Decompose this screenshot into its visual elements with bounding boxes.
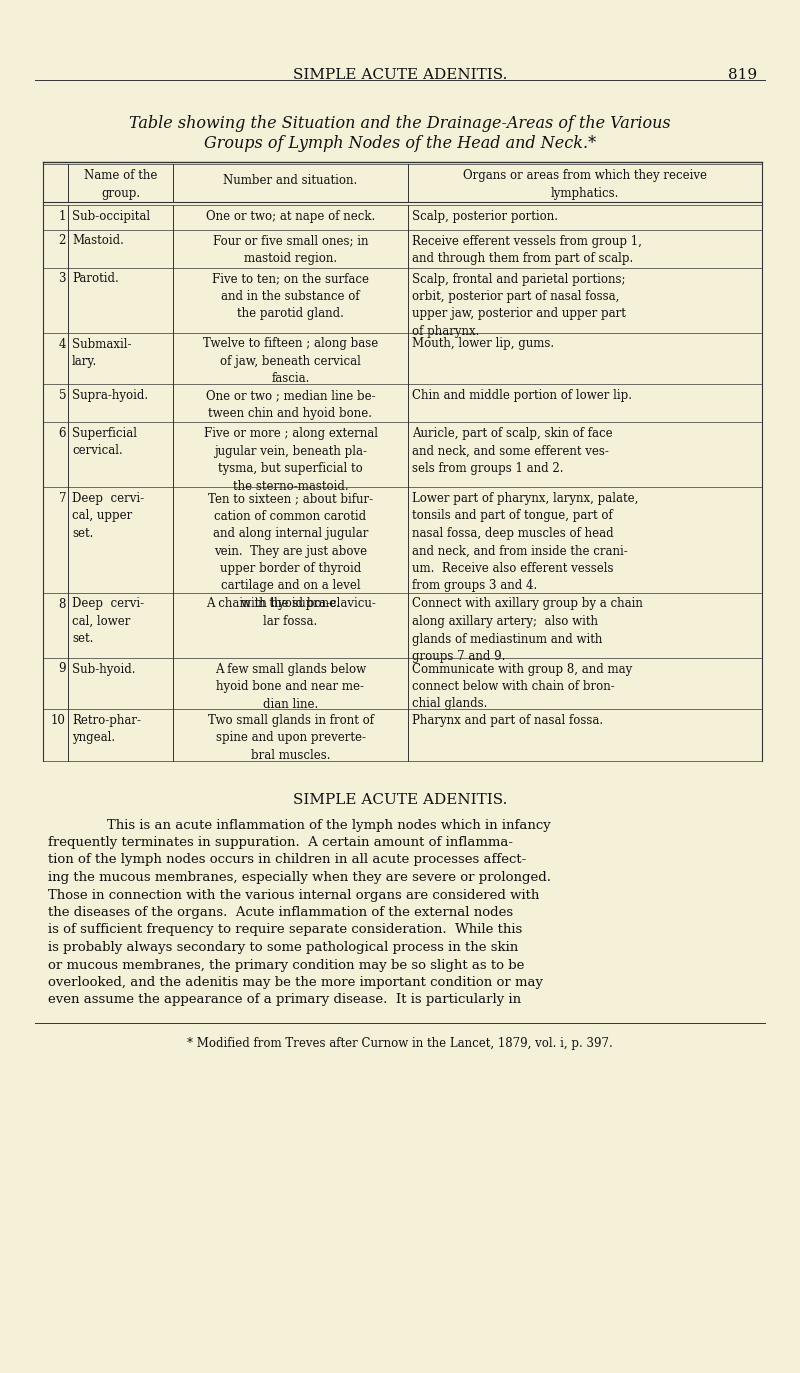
Text: Superficial
cervical.: Superficial cervical. [72,427,137,457]
Text: even assume the appearance of a primary disease.  It is particularly in: even assume the appearance of a primary … [48,994,521,1006]
Text: 2: 2 [58,235,66,247]
Text: Number and situation.: Number and situation. [223,174,358,187]
Text: Receive efferent vessels from group 1,
and through them from part of scalp.: Receive efferent vessels from group 1, a… [412,235,642,265]
Text: 9: 9 [58,663,66,676]
Text: 7: 7 [58,492,66,505]
Text: Name of the
group.: Name of the group. [84,169,157,200]
Text: frequently terminates in suppuration.  A certain amount of inflamma-: frequently terminates in suppuration. A … [48,836,513,849]
Text: overlooked, and the adenitis may be the more important condition or may: overlooked, and the adenitis may be the … [48,976,543,989]
Text: 1: 1 [58,210,66,222]
Text: 3: 3 [58,272,66,286]
Text: Sub-occipital: Sub-occipital [72,210,150,222]
Text: Lower part of pharynx, larynx, palate,
tonsils and part of tongue, part of
nasal: Lower part of pharynx, larynx, palate, t… [412,492,638,593]
Text: Submaxil-
lary.: Submaxil- lary. [72,338,131,368]
Text: Parotid.: Parotid. [72,272,118,286]
Text: * Modified from Treves after Curnow in the Lancet, 1879, vol. i, p. 397.: * Modified from Treves after Curnow in t… [187,1037,613,1050]
Text: This is an acute inflammation of the lymph nodes which in infancy: This is an acute inflammation of the lym… [90,818,550,832]
Text: Connect with axillary group by a chain
along axillary artery;  also with
glands : Connect with axillary group by a chain a… [412,597,643,663]
Text: Deep  cervi-
cal, upper
set.: Deep cervi- cal, upper set. [72,492,144,540]
Text: Five to ten; on the surface
and in the substance of
the parotid gland.: Five to ten; on the surface and in the s… [212,272,369,320]
Text: SIMPLE ACUTE ADENITIS.: SIMPLE ACUTE ADENITIS. [293,69,507,82]
Text: Ten to sixteen ; about bifur-
cation of common carotid
and along internal jugula: Ten to sixteen ; about bifur- cation of … [208,492,373,610]
Text: 5: 5 [58,389,66,402]
Text: One or two; at nape of neck.: One or two; at nape of neck. [206,210,375,222]
Text: 10: 10 [51,714,66,726]
Text: Two small glands in front of
spine and upon preverte-
bral muscles.: Two small glands in front of spine and u… [207,714,374,762]
Text: Chin and middle portion of lower lip.: Chin and middle portion of lower lip. [412,389,632,402]
Text: SIMPLE ACUTE ADENITIS.: SIMPLE ACUTE ADENITIS. [293,792,507,806]
Text: Groups of Lymph Nodes of the Head and Neck.*: Groups of Lymph Nodes of the Head and Ne… [204,135,596,152]
Text: Pharynx and part of nasal fossa.: Pharynx and part of nasal fossa. [412,714,603,726]
Text: 8: 8 [58,597,66,611]
Text: Scalp, frontal and parietal portions;
orbit, posterior part of nasal fossa,
uppe: Scalp, frontal and parietal portions; or… [412,272,626,338]
Text: 4: 4 [58,338,66,350]
Text: A few small glands below
hyoid bone and near me-
dian line.: A few small glands below hyoid bone and … [215,663,366,710]
Text: Communicate with group 8, and may
connect below with chain of bron-
chial glands: Communicate with group 8, and may connec… [412,663,632,710]
Text: Mouth, lower lip, gums.: Mouth, lower lip, gums. [412,338,554,350]
Text: Deep  cervi-
cal, lower
set.: Deep cervi- cal, lower set. [72,597,144,645]
Text: Mastoid.: Mastoid. [72,235,124,247]
Text: Auricle, part of scalp, skin of face
and neck, and some efferent ves-
sels from : Auricle, part of scalp, skin of face and… [412,427,613,475]
Text: or mucous membranes, the primary condition may be so slight as to be: or mucous membranes, the primary conditi… [48,958,524,972]
Text: Scalp, posterior portion.: Scalp, posterior portion. [412,210,558,222]
Text: is of sufficient frequency to require separate consideration.  While this: is of sufficient frequency to require se… [48,924,522,936]
Text: One or two ; median line be-
tween chin and hyoid bone.: One or two ; median line be- tween chin … [206,389,375,420]
Text: Four or five small ones; in
mastoid region.: Four or five small ones; in mastoid regi… [213,235,368,265]
Text: Retro-phar-
yngeal.: Retro-phar- yngeal. [72,714,141,744]
Text: Sub-hyoid.: Sub-hyoid. [72,663,135,676]
Text: the diseases of the organs.  Acute inflammation of the external nodes: the diseases of the organs. Acute inflam… [48,906,513,919]
Text: Twelve to fifteen ; along base
of jaw, beneath cervical
fascia.: Twelve to fifteen ; along base of jaw, b… [203,338,378,386]
Text: Table showing the Situation and the Drainage-Areas of the Various: Table showing the Situation and the Drai… [129,115,671,132]
Text: 6: 6 [58,427,66,439]
Text: 819: 819 [728,69,757,82]
Text: A chain in the supra-clavicu-
lar fossa.: A chain in the supra-clavicu- lar fossa. [206,597,375,627]
Text: ing the mucous membranes, especially when they are severe or prolonged.: ing the mucous membranes, especially whe… [48,870,551,884]
Text: is probably always secondary to some pathological process in the skin: is probably always secondary to some pat… [48,941,518,954]
Text: Those in connection with the various internal organs are considered with: Those in connection with the various int… [48,888,539,902]
Text: Organs or areas from which they receive
lymphatics.: Organs or areas from which they receive … [463,169,707,200]
Text: Supra-hyoid.: Supra-hyoid. [72,389,148,402]
Text: tion of the lymph nodes occurs in children in all acute processes affect-: tion of the lymph nodes occurs in childr… [48,854,526,866]
Text: Five or more ; along external
jugular vein, beneath pla-
tysma, but superficial : Five or more ; along external jugular ve… [203,427,378,493]
